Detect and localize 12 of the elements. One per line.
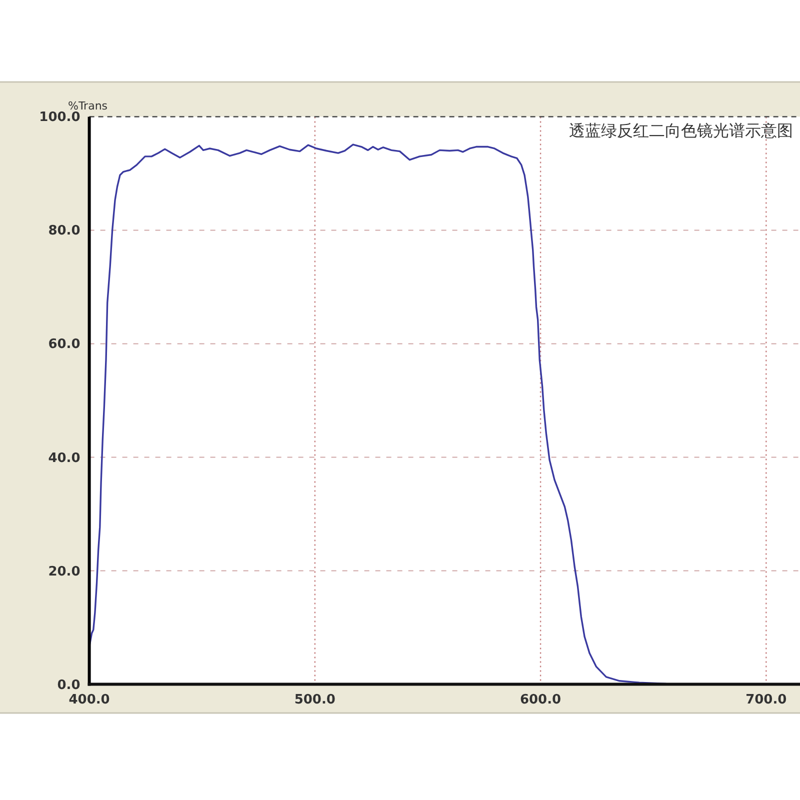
y-tick-label: 0.0: [57, 678, 80, 693]
y-tick-label: 80.0: [48, 224, 80, 239]
y-tick-label: 20.0: [48, 564, 80, 580]
x-tick-label: 700.0: [746, 692, 787, 708]
x-tick-label: 500.0: [294, 692, 336, 708]
x-tick-label: 400.0: [68, 692, 110, 708]
chart-title: 透蓝绿反红二向色镜光谱示意图: [569, 121, 793, 140]
y-tick-label: 60.0: [48, 337, 80, 352]
y-axis-title: %Trans: [68, 100, 108, 113]
x-tick-label: 600.0: [520, 692, 562, 708]
y-tick-label: 100.0: [39, 110, 80, 126]
y-tick-label: 40.0: [48, 450, 80, 466]
